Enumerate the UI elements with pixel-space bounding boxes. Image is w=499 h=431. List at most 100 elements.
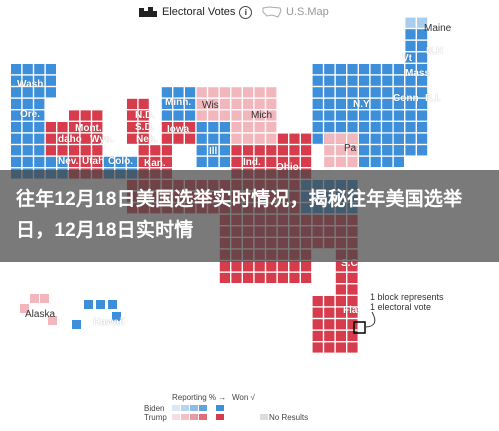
calif-block bbox=[22, 145, 33, 156]
calif-block bbox=[34, 156, 45, 167]
ny-block bbox=[312, 98, 323, 109]
state-label-mass: Mass bbox=[405, 68, 431, 79]
wash-block bbox=[22, 87, 33, 98]
ny-block bbox=[312, 75, 323, 86]
state-label-ill: Ill bbox=[209, 146, 218, 157]
conn-block bbox=[382, 145, 393, 156]
fla-block bbox=[335, 342, 346, 353]
calif-block bbox=[22, 133, 33, 144]
ny-block bbox=[312, 133, 323, 144]
wash-block bbox=[34, 64, 45, 75]
iowa-block bbox=[161, 122, 172, 133]
map-view-tabs: Electoral Votes i U.S.Map bbox=[0, 4, 499, 22]
hawaii-block bbox=[72, 320, 81, 329]
nh-block bbox=[417, 40, 428, 51]
south-block bbox=[254, 272, 265, 283]
ill-block bbox=[208, 133, 219, 144]
ny-block bbox=[312, 87, 323, 98]
us-map-icon bbox=[262, 6, 282, 18]
mich-block bbox=[254, 110, 265, 121]
ohio-block bbox=[301, 156, 312, 167]
south-block bbox=[277, 272, 288, 283]
pa-block bbox=[347, 133, 358, 144]
nev-block bbox=[57, 156, 68, 167]
south-block bbox=[289, 272, 300, 283]
electoral-map-icon bbox=[138, 6, 158, 18]
fla-block bbox=[312, 319, 323, 330]
maine-block bbox=[405, 17, 416, 28]
ill-block bbox=[208, 145, 219, 156]
kan-block bbox=[161, 156, 172, 167]
calif-block bbox=[11, 156, 22, 167]
iowa-block bbox=[173, 133, 184, 144]
mich-block bbox=[254, 133, 265, 144]
ny-block bbox=[335, 75, 346, 86]
state-label-sc: S.C bbox=[341, 258, 358, 269]
mich-block bbox=[266, 133, 277, 144]
mich-block bbox=[231, 122, 242, 133]
south-block bbox=[231, 272, 242, 283]
sc-block bbox=[347, 272, 358, 283]
ill-block bbox=[219, 145, 230, 156]
mont-block bbox=[69, 110, 80, 121]
ny-block bbox=[312, 64, 323, 75]
mont-block bbox=[80, 110, 91, 121]
mich-block bbox=[231, 133, 242, 144]
mich-block bbox=[243, 122, 254, 133]
neb-block bbox=[138, 122, 149, 133]
conn-block bbox=[405, 133, 416, 144]
state-label-mont: Mont. bbox=[75, 123, 102, 134]
ny-block bbox=[335, 64, 346, 75]
tab-us-map[interactable]: U.S.Map bbox=[262, 4, 329, 20]
ore-block bbox=[34, 122, 45, 133]
iowa-block bbox=[161, 133, 172, 144]
state-label-alaska: Alaska bbox=[25, 309, 56, 320]
mass-block bbox=[405, 75, 416, 86]
tab-electoral-votes[interactable]: Electoral Votes i bbox=[138, 4, 253, 20]
south-block bbox=[243, 272, 254, 283]
state-label-wyo: Wyo. bbox=[90, 134, 114, 145]
conn-block bbox=[417, 133, 428, 144]
nd-block bbox=[138, 98, 149, 109]
mont-block bbox=[69, 122, 80, 133]
fla-block bbox=[312, 307, 323, 318]
nj-block bbox=[370, 145, 381, 156]
pa-block bbox=[335, 133, 346, 144]
kan-block bbox=[161, 145, 172, 156]
example-block-highlight bbox=[353, 321, 366, 334]
sc-block bbox=[335, 272, 346, 283]
ny-block bbox=[335, 122, 346, 133]
mass-block bbox=[417, 98, 428, 109]
south-block bbox=[301, 261, 312, 272]
ind-block bbox=[231, 156, 242, 167]
pa-block bbox=[324, 133, 335, 144]
hawaii-block bbox=[84, 300, 93, 309]
legend-no-results: No Results bbox=[260, 413, 308, 422]
mass-block bbox=[417, 64, 428, 75]
headline-banner: 往年12月18日美国选举实时情况，揭秘往年美国选举日，12月18日实时情 bbox=[0, 170, 499, 262]
ore-block bbox=[34, 98, 45, 109]
fla-block bbox=[312, 330, 323, 341]
nev-block bbox=[45, 156, 56, 167]
mich-block bbox=[231, 98, 242, 109]
vt-block bbox=[359, 64, 370, 75]
fla-block bbox=[324, 330, 335, 341]
ind-block bbox=[243, 156, 254, 167]
kan-block bbox=[138, 145, 149, 156]
state-label-fla: Fla. bbox=[343, 305, 361, 316]
south-block bbox=[301, 272, 312, 283]
mich-block bbox=[254, 122, 265, 133]
alaska-block bbox=[20, 304, 29, 313]
fla-block bbox=[347, 307, 358, 318]
ny-block bbox=[335, 110, 346, 121]
mass-block bbox=[405, 64, 416, 75]
annotation-leader-line bbox=[365, 311, 376, 328]
minn-block bbox=[173, 87, 184, 98]
idaho-block bbox=[57, 145, 68, 156]
fla-block bbox=[347, 296, 358, 307]
state-label-mich: Mich bbox=[251, 110, 273, 121]
neb-block bbox=[138, 133, 149, 144]
info-icon[interactable]: i bbox=[239, 5, 253, 19]
wis-block bbox=[196, 87, 207, 98]
state-label-iowa: Iowa bbox=[167, 124, 190, 135]
